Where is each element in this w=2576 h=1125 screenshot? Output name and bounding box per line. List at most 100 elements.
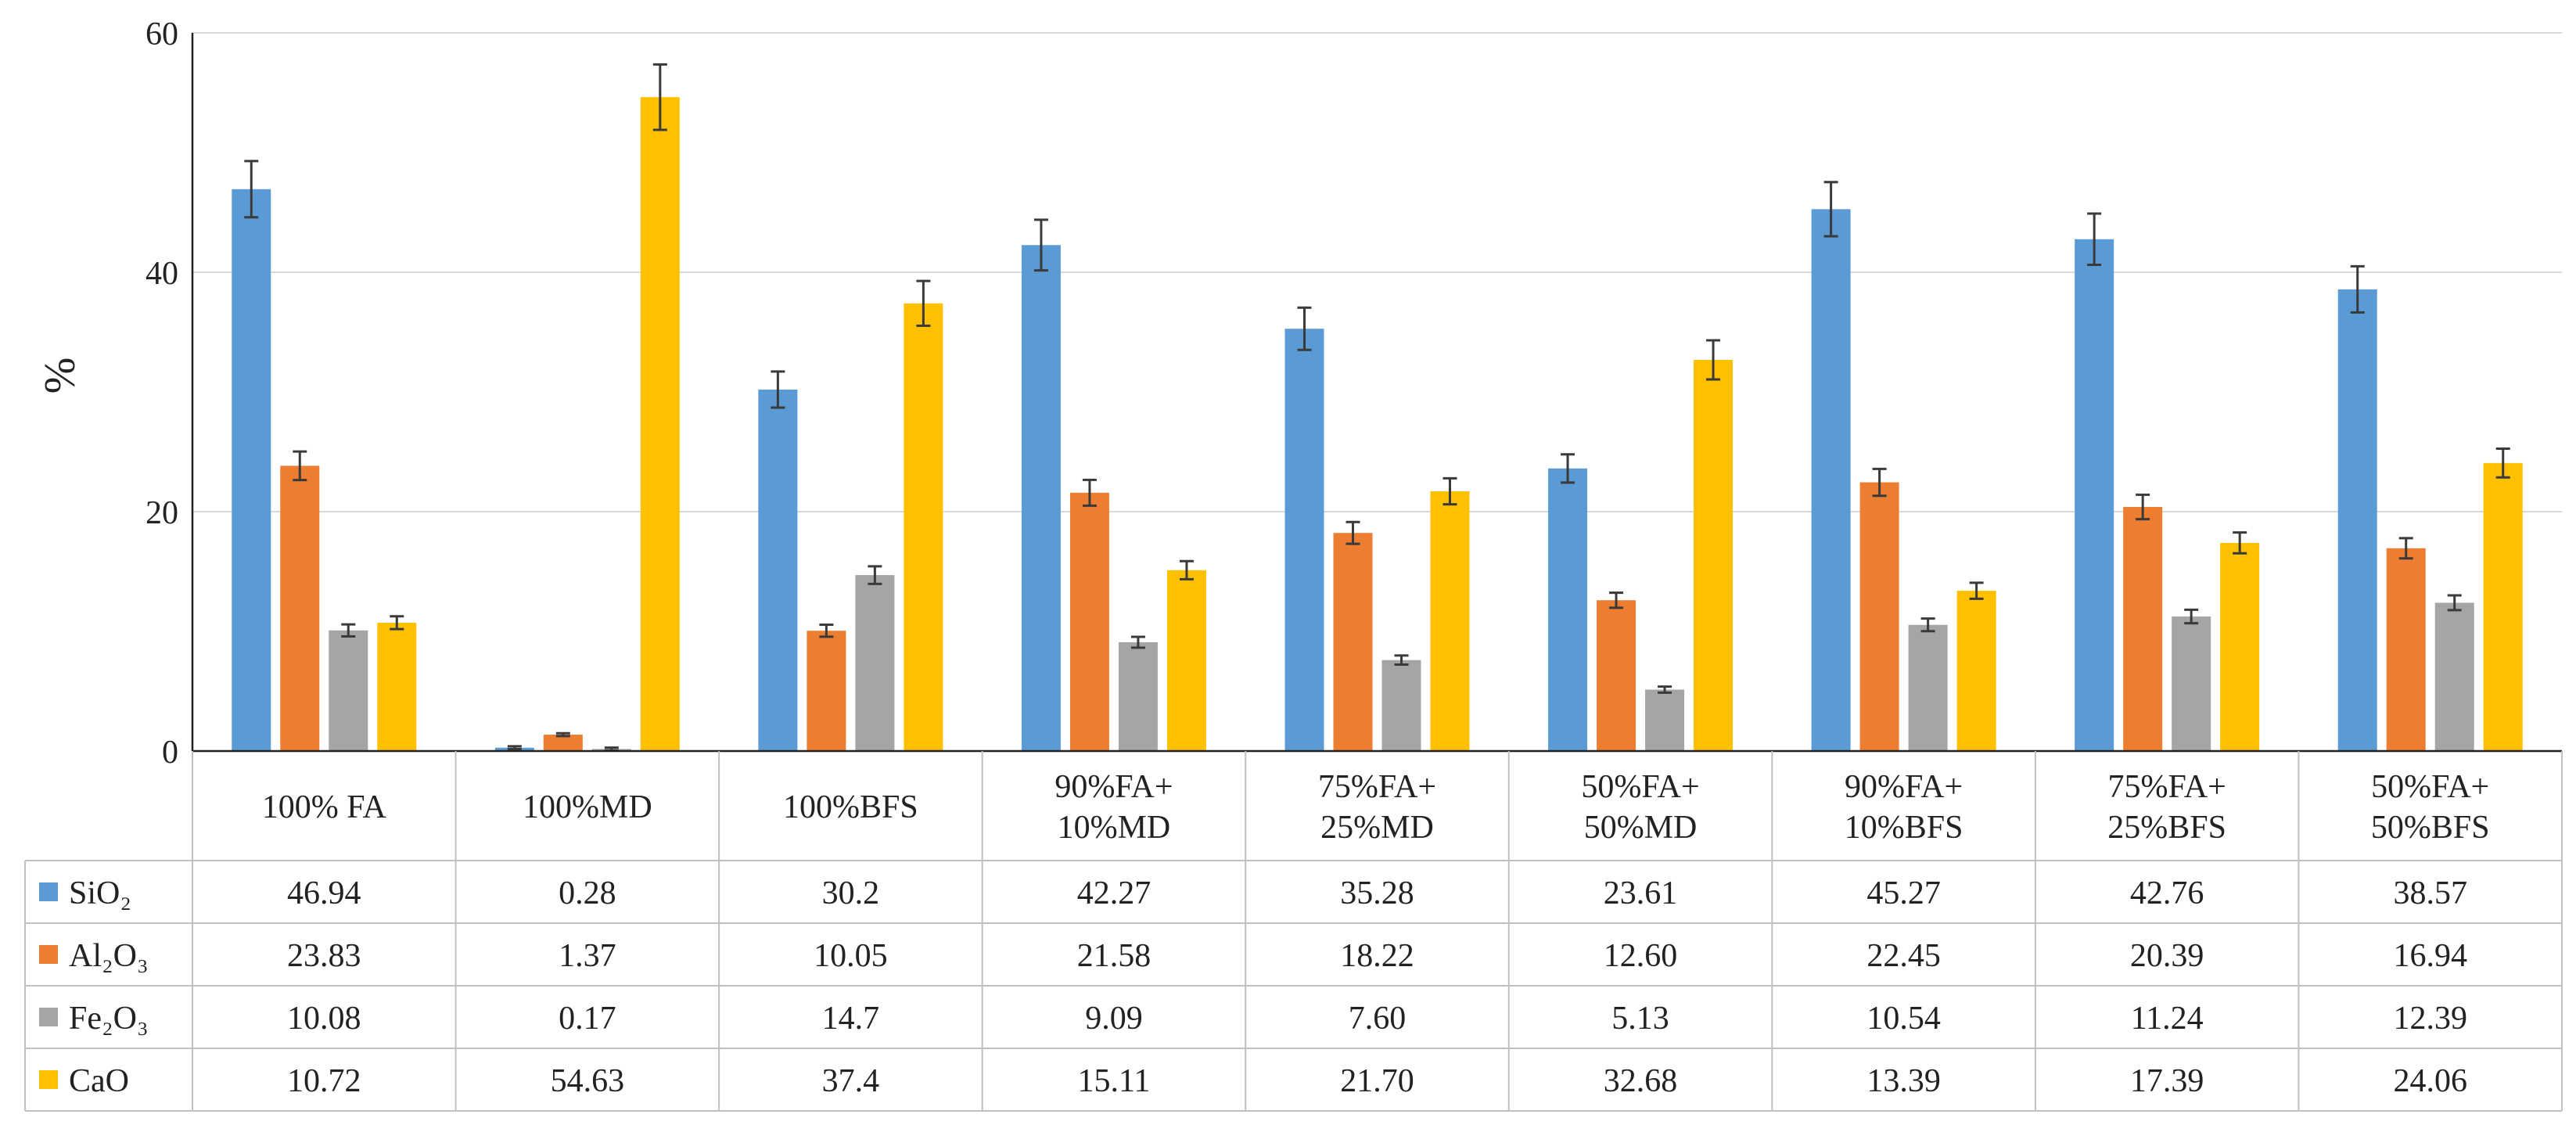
legend-entry: Fe₂O₃ — [39, 1001, 149, 1037]
x-category-label: 75%FA+ 25%BFS — [2107, 769, 2226, 846]
error-bar — [1969, 581, 1984, 600]
legend-entry: SiO₂ — [39, 875, 131, 911]
legend-entry: Al₂O₃ — [39, 938, 149, 974]
bar — [758, 389, 798, 751]
bar — [855, 575, 895, 751]
error-bar — [2447, 594, 2462, 612]
error-bar — [555, 731, 570, 738]
table-cell-value: 30.2 — [822, 875, 880, 911]
error-bar — [1706, 339, 1721, 381]
error-bar — [341, 623, 356, 638]
legend-swatch — [39, 1008, 58, 1026]
legend-label: SiO₂ — [69, 875, 131, 911]
bar — [1381, 660, 1421, 751]
table-cell-value: 54.63 — [551, 1063, 625, 1099]
table-cell-value: 17.39 — [2130, 1063, 2204, 1099]
error-bar — [1297, 306, 1312, 351]
bar — [1956, 591, 1996, 751]
y-tick-label: 20 — [146, 495, 178, 531]
table-cell-value: 15.11 — [1077, 1063, 1150, 1099]
table-cell-value: 22.45 — [1866, 938, 1941, 974]
x-category-label: 90%FA+ 10%MD — [1054, 769, 1173, 846]
bar — [1284, 329, 1324, 751]
error-bar — [293, 450, 307, 482]
error-bar — [1920, 617, 1935, 633]
table-cell-value: 1.37 — [559, 938, 616, 974]
bar — [2172, 616, 2211, 751]
table-cell-value: 16.94 — [2393, 938, 2467, 974]
legend-label: Fe₂O₃ — [69, 1001, 149, 1037]
bar — [1811, 209, 1851, 751]
axes: 0 20 40 60 — [146, 16, 2562, 771]
table-cell-value: 10.72 — [287, 1063, 361, 1099]
error-bar — [868, 565, 882, 585]
y-tick-label: 60 — [146, 16, 178, 52]
table-cell-value: 12.39 — [2393, 1001, 2467, 1037]
x-category-label: 50%FA+ 50%MD — [1581, 769, 1699, 846]
error-bar — [2233, 531, 2247, 555]
table-cell-value: 42.76 — [2130, 875, 2204, 911]
bar — [1333, 533, 1373, 751]
error-bar — [1394, 654, 1409, 667]
table-cell-value: 10.54 — [1866, 1001, 1941, 1037]
error-bar — [1179, 559, 1194, 580]
error-bar — [2398, 537, 2413, 560]
error-bar — [1872, 467, 1887, 498]
table-cell-value: 45.27 — [1866, 875, 1941, 911]
error-bar — [1442, 476, 1457, 506]
bar — [640, 97, 680, 751]
legend-label: Al₂O₃ — [69, 938, 149, 974]
table-cell-value: 7.60 — [1349, 1001, 1407, 1037]
table-cell-value: 12.60 — [1604, 938, 1678, 974]
error-bar — [2136, 493, 2150, 521]
x-category-label: 90%FA+ 10%BFS — [1845, 769, 1963, 846]
error-bar — [2184, 608, 2199, 625]
bar — [2337, 289, 2377, 751]
legend-swatch — [39, 945, 58, 964]
legend-entry: CaO — [39, 1063, 129, 1099]
error-bar — [1823, 181, 1838, 238]
bar — [1908, 624, 1948, 751]
bar — [1548, 468, 1588, 751]
bar — [2483, 462, 2523, 751]
error-bar — [1033, 218, 1048, 272]
error-bar — [1658, 685, 1672, 694]
error-bar — [916, 279, 931, 327]
error-bar — [244, 160, 259, 219]
y-tick-label: 40 — [146, 256, 178, 292]
bar — [807, 631, 846, 751]
table-cell-value: 10.08 — [287, 1001, 361, 1037]
bar — [1069, 492, 1109, 751]
y-axis-label: % — [36, 358, 84, 394]
table-cell-value: 35.28 — [1340, 875, 1414, 911]
legend-swatch — [39, 1070, 58, 1089]
error-bar — [2350, 264, 2365, 314]
table-cell-value: 10.05 — [814, 938, 888, 974]
bar — [377, 622, 417, 751]
bars — [232, 63, 2523, 752]
error-bar — [1082, 478, 1097, 507]
table-cell-value: 38.57 — [2393, 875, 2467, 911]
error-bar — [1345, 520, 1360, 545]
bar — [1118, 642, 1158, 751]
bar — [2434, 602, 2474, 751]
error-bar — [652, 63, 667, 131]
bar — [904, 303, 943, 751]
error-bar — [819, 624, 834, 638]
table-cell-value: 21.58 — [1077, 938, 1151, 974]
table-cell-value: 11.24 — [2131, 1001, 2204, 1037]
table-cell-value: 21.70 — [1340, 1063, 1414, 1099]
error-bar — [1561, 453, 1575, 484]
table-cell-value: 9.09 — [1085, 1001, 1143, 1037]
error-bar — [1609, 591, 1624, 609]
table-cell-value: 42.27 — [1077, 875, 1151, 911]
table-cell-value: 37.4 — [822, 1063, 880, 1099]
bar — [1694, 359, 1734, 751]
bar — [1430, 491, 1470, 751]
bar — [1166, 570, 1206, 751]
x-category-label: 100% FA — [262, 789, 387, 825]
data-table: 100% FA 100%MD 100%BFS 90%FA+ 10%MD 75%FA+ 25%… — [24, 751, 2563, 1112]
table-cell-value: 23.83 — [287, 938, 361, 974]
bar — [1645, 689, 1685, 751]
